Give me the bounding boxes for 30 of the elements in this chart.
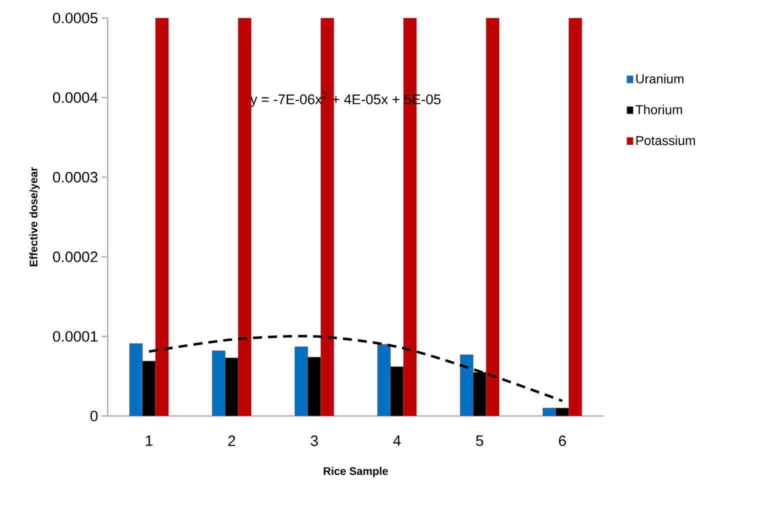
- bar: [212, 350, 226, 416]
- x-tick-label: 4: [393, 436, 401, 446]
- y-tick-label: 0: [90, 410, 98, 422]
- legend-label: Potassium: [636, 136, 695, 146]
- x-tick-label: 2: [228, 436, 236, 446]
- x-tick-label: 3: [310, 436, 318, 446]
- y-tick-label: 0.0005: [53, 12, 98, 24]
- bar: [390, 366, 404, 416]
- bar: [294, 346, 308, 416]
- bar: [377, 344, 391, 416]
- bar: [155, 18, 169, 416]
- bar: [486, 18, 500, 416]
- x-tick-label: 6: [558, 436, 566, 446]
- bar: [224, 358, 238, 416]
- bar: [142, 360, 156, 416]
- legend-label: Thorium: [636, 104, 682, 114]
- y-tick-label: 0.0001: [53, 331, 98, 342]
- bar: [238, 18, 252, 416]
- bar: [308, 356, 322, 416]
- bar: [568, 18, 582, 416]
- bar: [129, 343, 143, 416]
- legend-label: Uranium: [636, 74, 684, 84]
- y-tick-label: 0.0002: [53, 251, 98, 262]
- y-tick-label: 0.0003: [53, 172, 98, 182]
- x-tick-label: 1: [146, 436, 152, 446]
- x-tick-label: 5: [476, 436, 484, 446]
- y-axis-title: Effective dose/year: [29, 167, 40, 266]
- bar: [460, 354, 474, 416]
- y-tick-label: 0.0004: [53, 92, 98, 103]
- x-axis-title: Rice Sample: [324, 466, 388, 478]
